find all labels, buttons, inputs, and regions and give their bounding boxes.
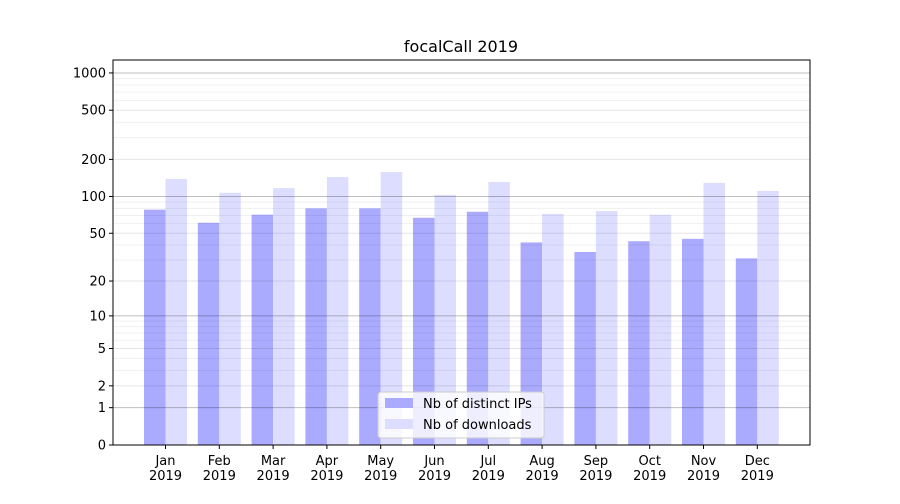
bar-distinct-ips [305, 208, 327, 445]
y-tick-label: 100 [81, 190, 106, 205]
y-tick-label: 20 [89, 275, 106, 290]
y-tick-label: 1000 [73, 66, 106, 81]
x-tick-label: Jul 2019 [472, 454, 505, 484]
legend-swatch [385, 398, 413, 408]
y-tick-label: 10 [89, 309, 106, 324]
x-tick-label: Jan 2019 [149, 454, 182, 484]
x-tick-label: May 2019 [364, 454, 397, 484]
y-tick-label: 1 [98, 401, 106, 416]
x-tick-label: Mar 2019 [257, 454, 290, 484]
x-tick-label: Oct 2019 [633, 454, 666, 484]
bar-downloads [542, 213, 564, 445]
plot-frame [112, 59, 811, 446]
bar-distinct-ips [628, 241, 650, 445]
x-tick-label: Jun 2019 [418, 454, 451, 484]
y-tick-label: 200 [81, 153, 106, 168]
x-tick-label: Feb 2019 [203, 454, 236, 484]
bar-distinct-ips [413, 217, 435, 445]
bar-downloads [649, 214, 672, 445]
x-tick-label: Dec 2019 [741, 454, 774, 484]
bar-downloads [380, 172, 403, 445]
bar-downloads [488, 182, 510, 445]
bar-distinct-ips [466, 211, 489, 445]
legend-label: Nb of distinct IPs [423, 397, 532, 412]
bar-downloads [273, 188, 295, 446]
x-tick-label: Nov 2019 [687, 454, 720, 484]
y-tick-label: 500 [81, 104, 106, 119]
bar-distinct-ips [144, 209, 166, 445]
legend-swatch [385, 419, 413, 429]
y-tick-label: 5 [98, 342, 106, 357]
y-tick-label: 0 [98, 439, 106, 454]
bar-downloads [595, 211, 618, 445]
bar-distinct-ips [359, 208, 381, 445]
bar-distinct-ips [574, 252, 596, 445]
x-tick-label: Apr 2019 [310, 454, 343, 484]
bar-downloads [757, 190, 779, 445]
bar-distinct-ips [682, 238, 704, 445]
legend-label: Nb of downloads [423, 418, 532, 433]
legend-box [377, 391, 545, 439]
bar-distinct-ips [251, 214, 274, 445]
y-tick-label: 50 [89, 227, 106, 242]
y-tick-label: 2 [98, 379, 106, 394]
legend: Nb of distinct IPs Nb of downloads [377, 391, 545, 439]
x-tick-label: Aug 2019 [526, 454, 559, 484]
x-tick-label: Sep 2019 [579, 454, 612, 484]
bar-distinct-ips [197, 222, 220, 445]
bar-distinct-ips [735, 258, 758, 445]
bar-downloads [434, 194, 456, 445]
bar-downloads [326, 176, 349, 446]
chart-title: focalCall 2019 [404, 37, 518, 56]
bar-downloads [703, 182, 725, 445]
bar-downloads [219, 192, 241, 445]
bar-downloads [165, 178, 187, 445]
